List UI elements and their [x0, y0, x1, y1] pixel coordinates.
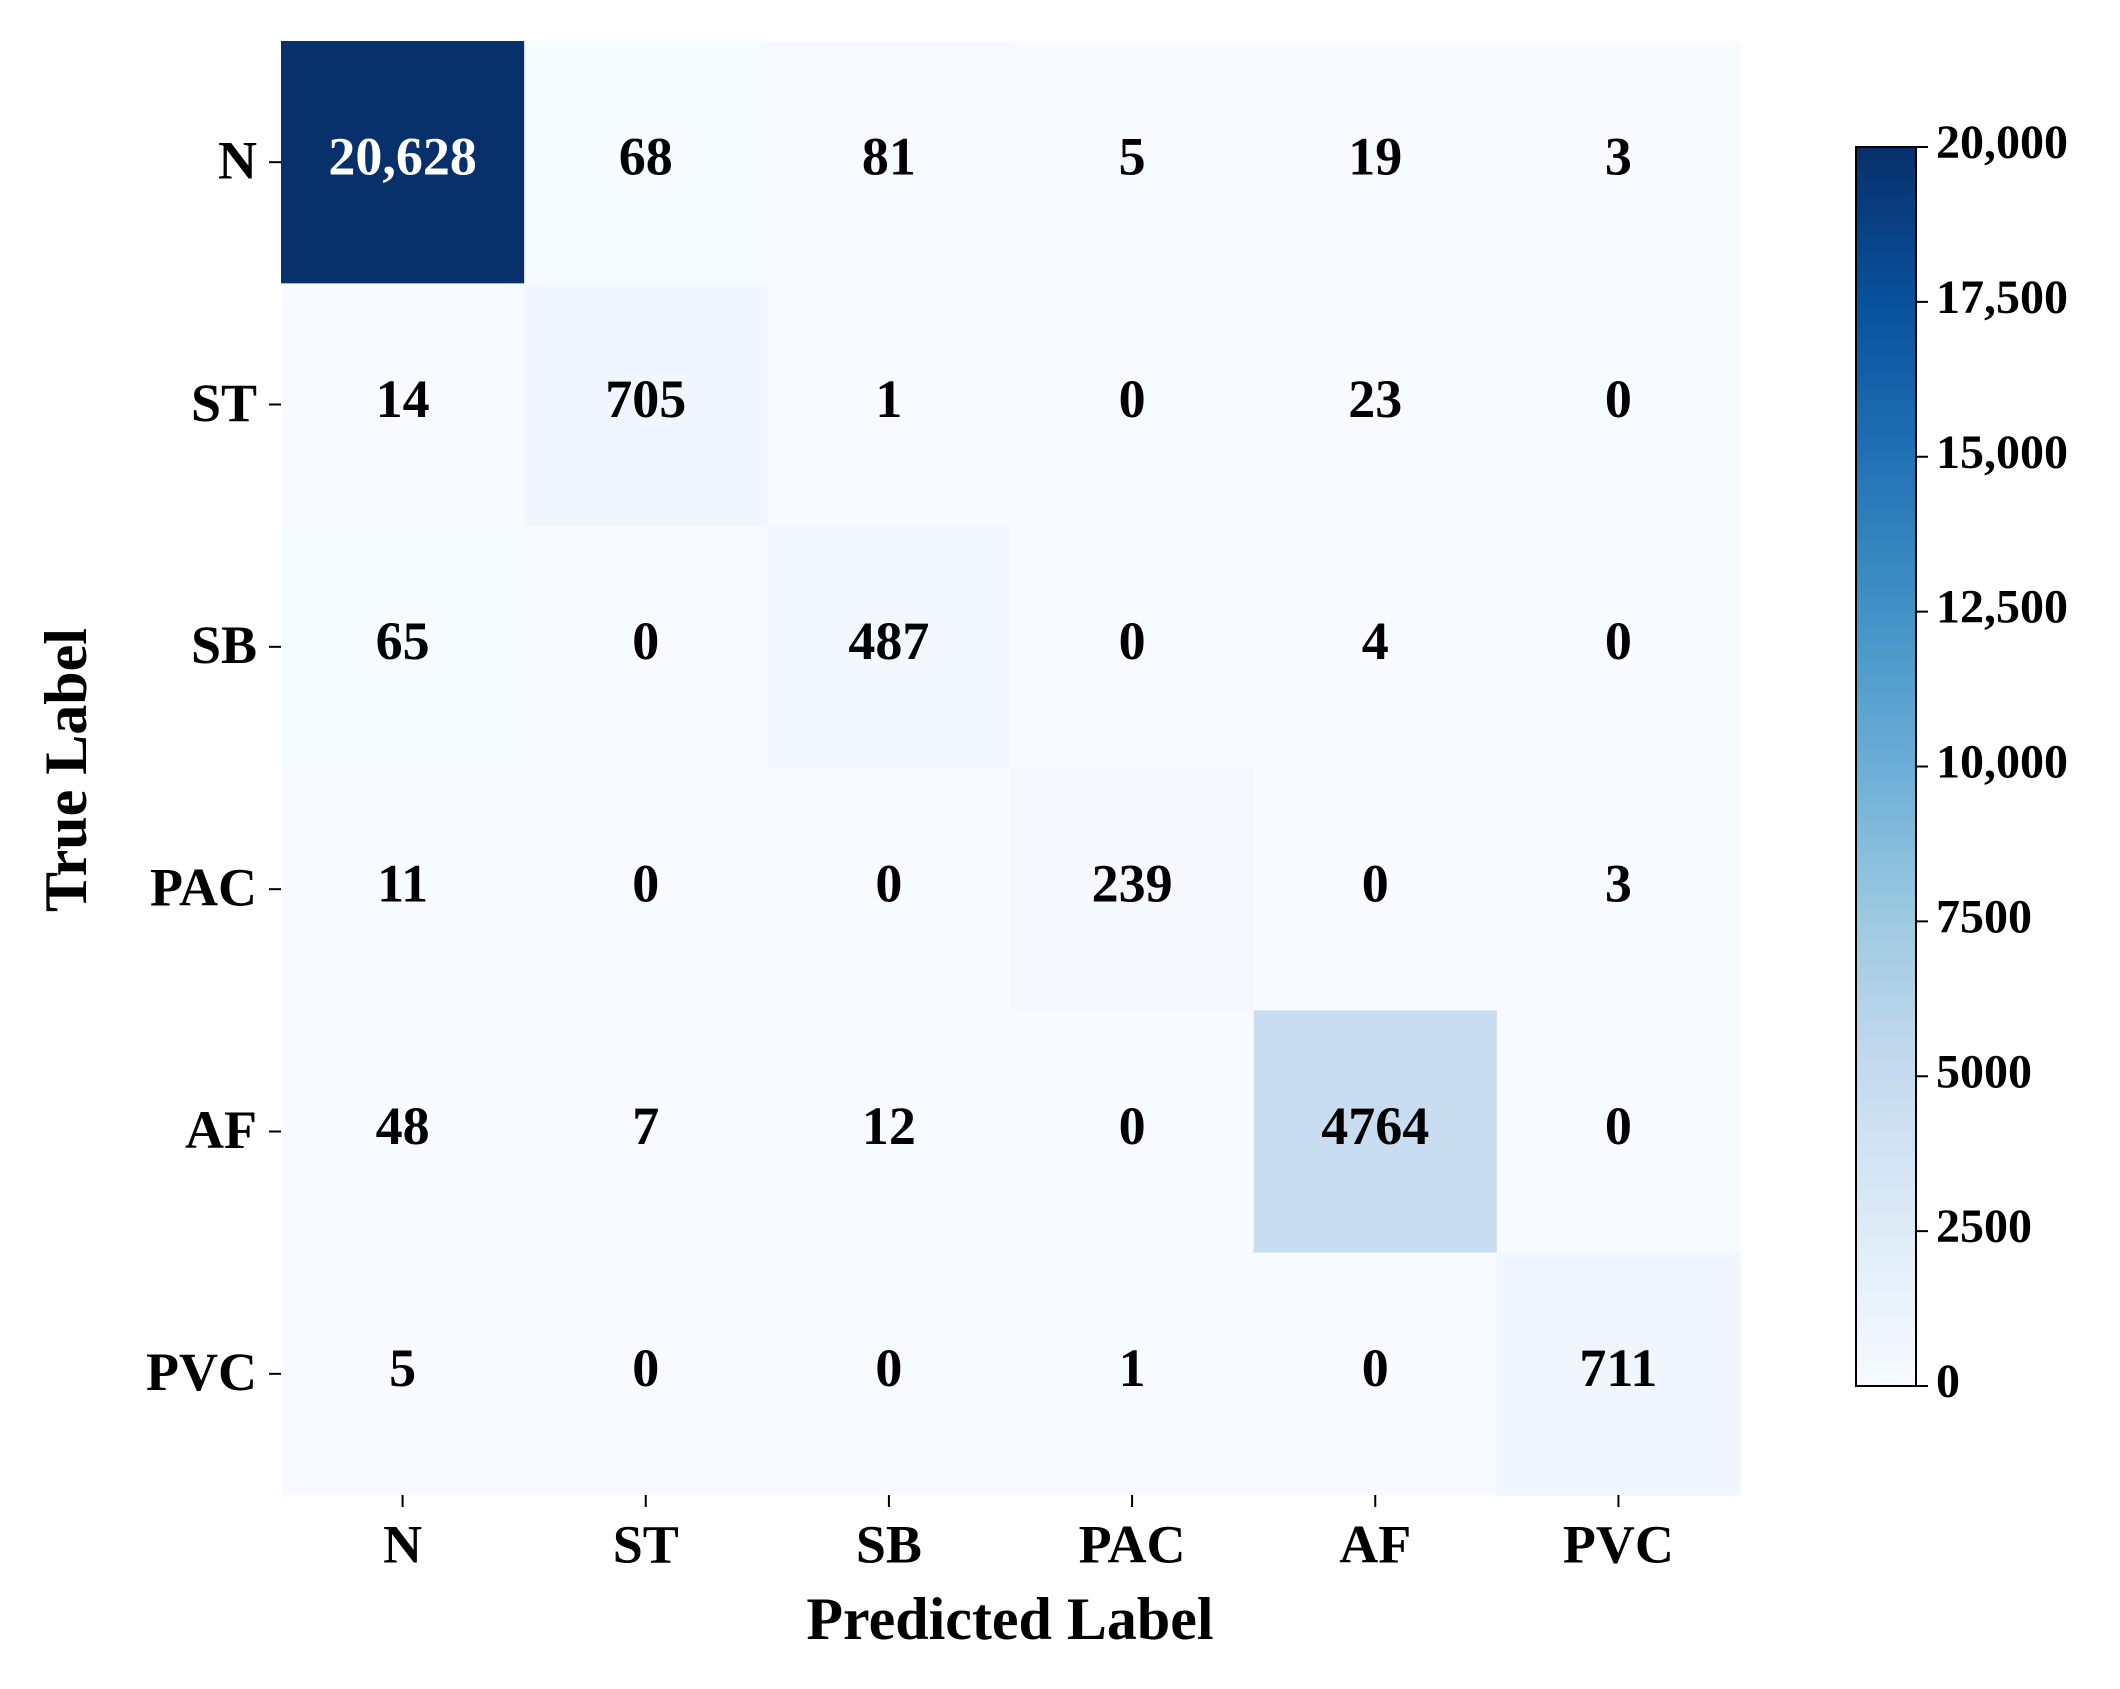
cell-label: 81: [862, 127, 916, 187]
heatmap-cell: [767, 41, 1011, 284]
heatmap-cell: [767, 768, 1011, 1011]
heatmap-cell: [1496, 283, 1741, 527]
cell-label: 705: [605, 369, 686, 429]
colorbar-tick-label: 15,000: [1936, 426, 2068, 479]
x-tick-label: PAC: [1079, 1514, 1186, 1574]
heatmap-cell: [1010, 283, 1255, 527]
colorbar-tick-label: 20,000: [1936, 116, 2068, 169]
y-tick-label: SB: [191, 615, 257, 675]
heatmap-cell: [1496, 41, 1741, 284]
heatmap-cell: [524, 768, 768, 1011]
heatmap-cell: [1010, 768, 1255, 1011]
cell-label: 0: [1362, 854, 1389, 914]
cell-label: 1: [1119, 1338, 1146, 1398]
heatmap-cell: [1010, 1010, 1255, 1254]
colorbar-tick-label: 0: [1936, 1355, 1960, 1408]
heatmap-cell: [1496, 1252, 1741, 1496]
cell-label: 0: [875, 1338, 902, 1398]
cell-label: 65: [376, 611, 430, 671]
heatmap-cell: [524, 1252, 768, 1496]
cell-label: 0: [1605, 369, 1632, 429]
cell-label: 0: [875, 854, 902, 914]
x-axis-label: Predicted Label: [806, 1586, 1213, 1652]
y-tick-label: ST: [191, 373, 257, 433]
heatmap-cell: [524, 283, 768, 527]
cell-label: 11: [377, 854, 428, 914]
heatmap-cell: [1253, 768, 1498, 1011]
heatmap-cell: [281, 41, 525, 284]
cell-label: 19: [1348, 127, 1402, 187]
cell-label: 0: [1605, 1096, 1632, 1156]
cell-label: 3: [1605, 854, 1632, 914]
heatmap-cell: [281, 1010, 525, 1254]
heatmap-cell: [1496, 1010, 1741, 1254]
cell-label: 487: [848, 611, 929, 671]
y-tick-label: PAC: [150, 858, 257, 918]
cell-label: 48: [376, 1096, 430, 1156]
heatmap-cell: [1496, 768, 1741, 1011]
heatmap-cell: [281, 768, 525, 1011]
cell-label: 0: [632, 854, 659, 914]
x-tick-label: AF: [1339, 1514, 1411, 1574]
heatmap-cell: [767, 1252, 1011, 1496]
cell-label: 5: [389, 1338, 416, 1398]
heatmap-cell: [767, 1010, 1011, 1254]
colorbar-tick-label: 5000: [1936, 1045, 2032, 1098]
x-tick-label: N: [383, 1514, 422, 1574]
x-tick-label: ST: [613, 1514, 679, 1574]
cell-label: 68: [619, 127, 673, 187]
heatmap-cell: [281, 283, 525, 527]
heatmap-cell: [767, 525, 1011, 769]
heatmap-cell: [524, 41, 768, 284]
colorbar-tick-label: 12,500: [1936, 581, 2068, 634]
cell-label: 5: [1119, 127, 1146, 187]
heatmap-cell: [524, 525, 768, 769]
heatmap-cell: [281, 1252, 525, 1496]
heatmap-cell: [1253, 41, 1498, 284]
cell-label: 711: [1579, 1338, 1657, 1398]
cell-label: 14: [376, 369, 430, 429]
cell-label: 4: [1362, 611, 1389, 671]
cell-label: 7: [632, 1096, 659, 1156]
heatmap-cell: [524, 1010, 768, 1254]
cell-label: 20,628: [328, 127, 477, 187]
cell-label: 0: [1119, 1096, 1146, 1156]
colorbar-tick-label: 17,500: [1936, 271, 2068, 324]
cell-label: 23: [1348, 369, 1402, 429]
heatmap-cell: [1010, 525, 1255, 769]
cell-label: 1: [875, 369, 902, 429]
colorbar: [1855, 146, 1917, 1387]
heatmap-cell: [1010, 1252, 1255, 1496]
heatmap-cell: [767, 283, 1011, 527]
colorbar-tick-label: 10,000: [1936, 736, 2068, 789]
cell-label: 239: [1092, 854, 1173, 914]
y-axis-label: True Label: [33, 628, 99, 912]
y-tick-label: N: [218, 131, 257, 191]
heatmap-cell: [1253, 1252, 1498, 1496]
heatmap-cell: [281, 525, 525, 769]
y-tick-label: PVC: [146, 1342, 257, 1402]
cell-label: 12: [862, 1096, 916, 1156]
cell-label: 3: [1605, 127, 1632, 187]
heatmap-cell: [1496, 525, 1741, 769]
cell-label: 0: [632, 611, 659, 671]
colorbar-tick-label: 2500: [1936, 1200, 2032, 1253]
cell-label: 0: [1362, 1338, 1389, 1398]
heatmap-cell: [1253, 525, 1498, 769]
cell-label: 0: [1119, 611, 1146, 671]
cell-label: 0: [1119, 369, 1146, 429]
cell-label: 0: [1605, 611, 1632, 671]
y-tick-label: AF: [185, 1100, 257, 1160]
cell-label: 4764: [1321, 1096, 1429, 1156]
heatmap-cell: [1253, 1010, 1498, 1254]
x-tick-label: PVC: [1563, 1514, 1674, 1574]
x-tick-label: SB: [856, 1514, 922, 1574]
heatmap-cell: [1010, 41, 1255, 284]
heatmap-cell: [1253, 283, 1498, 527]
cell-label: 0: [632, 1338, 659, 1398]
colorbar-tick-label: 7500: [1936, 890, 2032, 943]
